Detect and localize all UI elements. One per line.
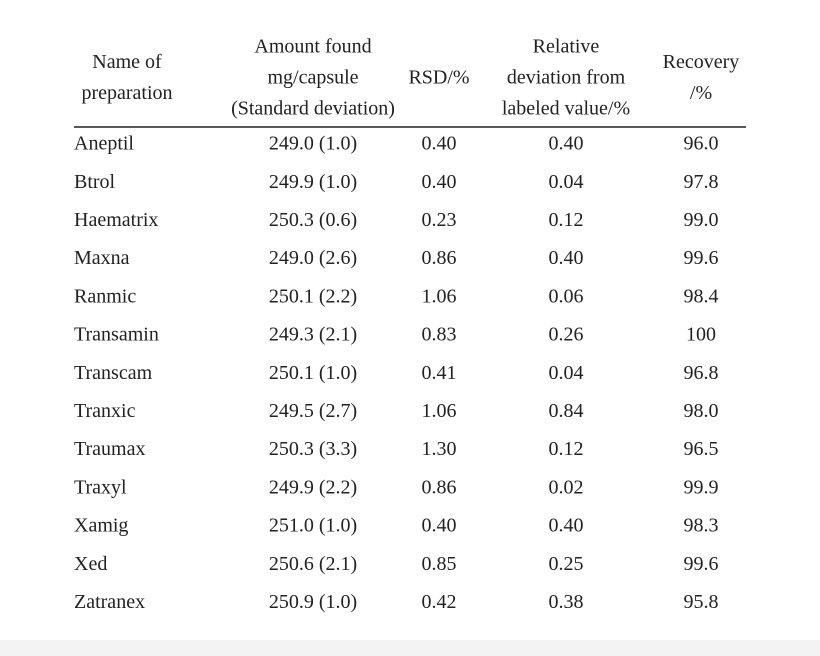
cell: 250.6 (2.1): [269, 553, 357, 575]
header-cell: RSD/%: [408, 67, 469, 89]
header-cell: deviation from: [507, 67, 626, 89]
cell: 249.9 (1.0): [269, 171, 357, 193]
cell: 95.8: [684, 591, 719, 613]
cell: 0.40: [422, 171, 457, 193]
cell: 250.1 (1.0): [269, 362, 357, 384]
header-cell: Relative: [533, 36, 600, 58]
cell: 249.5 (2.7): [269, 400, 357, 422]
cell: 0.12: [549, 438, 584, 460]
header-cell: /%: [690, 82, 712, 104]
cell: 0.06: [549, 285, 584, 307]
cell: 0.38: [549, 591, 584, 613]
row-label: Transcam: [74, 362, 153, 384]
header-cell: preparation: [81, 82, 172, 104]
cell: 251.0 (1.0): [269, 515, 357, 537]
row-label: Maxna: [74, 247, 130, 269]
cell: 96.5: [684, 438, 719, 460]
cell: 249.0 (1.0): [269, 133, 357, 155]
cell: 0.25: [549, 553, 584, 575]
cell: 0.12: [549, 209, 584, 231]
row-label: Btrol: [74, 171, 116, 193]
cell: 250.3 (0.6): [269, 209, 357, 231]
cell: 1.06: [422, 400, 457, 422]
cell: 250.3 (3.3): [269, 438, 357, 460]
cell: 99.9: [684, 476, 719, 498]
cell: 96.0: [684, 133, 719, 155]
cell: 0.40: [549, 133, 584, 155]
cell: 99.6: [684, 247, 719, 269]
cell: 0.86: [422, 247, 457, 269]
row-label: Haematrix: [74, 209, 158, 231]
header-cell: Recovery: [663, 51, 740, 73]
cell: 96.8: [684, 362, 719, 384]
header-cell: Name of: [92, 51, 162, 73]
cell: 0.04: [549, 171, 584, 193]
cell: 0.26: [549, 324, 584, 346]
cell: 0.04: [549, 362, 584, 384]
bottom-strip: [0, 640, 820, 656]
cell: 1.30: [422, 438, 457, 460]
cell: 0.02: [549, 476, 584, 498]
header-cell: mg/capsule: [267, 67, 358, 89]
cell: 0.40: [422, 133, 457, 155]
cell: 250.1 (2.2): [269, 285, 357, 307]
cell: 100: [686, 324, 716, 346]
cell: 249.3 (2.1): [269, 324, 357, 346]
row-label: Zatranex: [74, 591, 145, 613]
cell: 98.3: [684, 515, 719, 537]
cell: 0.86: [422, 476, 457, 498]
cell: 249.9 (2.2): [269, 476, 357, 498]
header-cell: Amount found: [254, 36, 371, 58]
header-cell: (Standard deviation): [231, 98, 395, 120]
cell: 0.42: [422, 591, 457, 613]
row-label: Traumax: [74, 438, 145, 460]
row-label: Xamig: [74, 515, 128, 537]
cell: 0.40: [549, 515, 584, 537]
cell: 0.40: [422, 515, 457, 537]
row-label: Transamin: [74, 324, 159, 346]
row-label: Tranxic: [74, 400, 136, 422]
cell: 0.40: [549, 247, 584, 269]
cell: 98.0: [684, 400, 719, 422]
cell: 97.8: [684, 171, 719, 193]
row-label: Ranmic: [74, 285, 136, 307]
cell: 99.0: [684, 209, 719, 231]
cell: 1.06: [422, 285, 457, 307]
header-cell: labeled value/%: [502, 98, 630, 120]
cell: 249.0 (2.6): [269, 247, 357, 269]
row-label: Traxyl: [74, 476, 127, 498]
cell: 0.83: [422, 324, 457, 346]
cell: 99.6: [684, 553, 719, 575]
cell: 0.23: [422, 209, 457, 231]
row-label: Aneptil: [74, 133, 134, 155]
cell: 0.85: [422, 553, 457, 575]
cell: 250.9 (1.0): [269, 591, 357, 613]
cell: 0.41: [422, 362, 457, 384]
row-label: Xed: [74, 553, 107, 575]
cell: 98.4: [684, 285, 719, 307]
cell: 0.84: [549, 400, 584, 422]
